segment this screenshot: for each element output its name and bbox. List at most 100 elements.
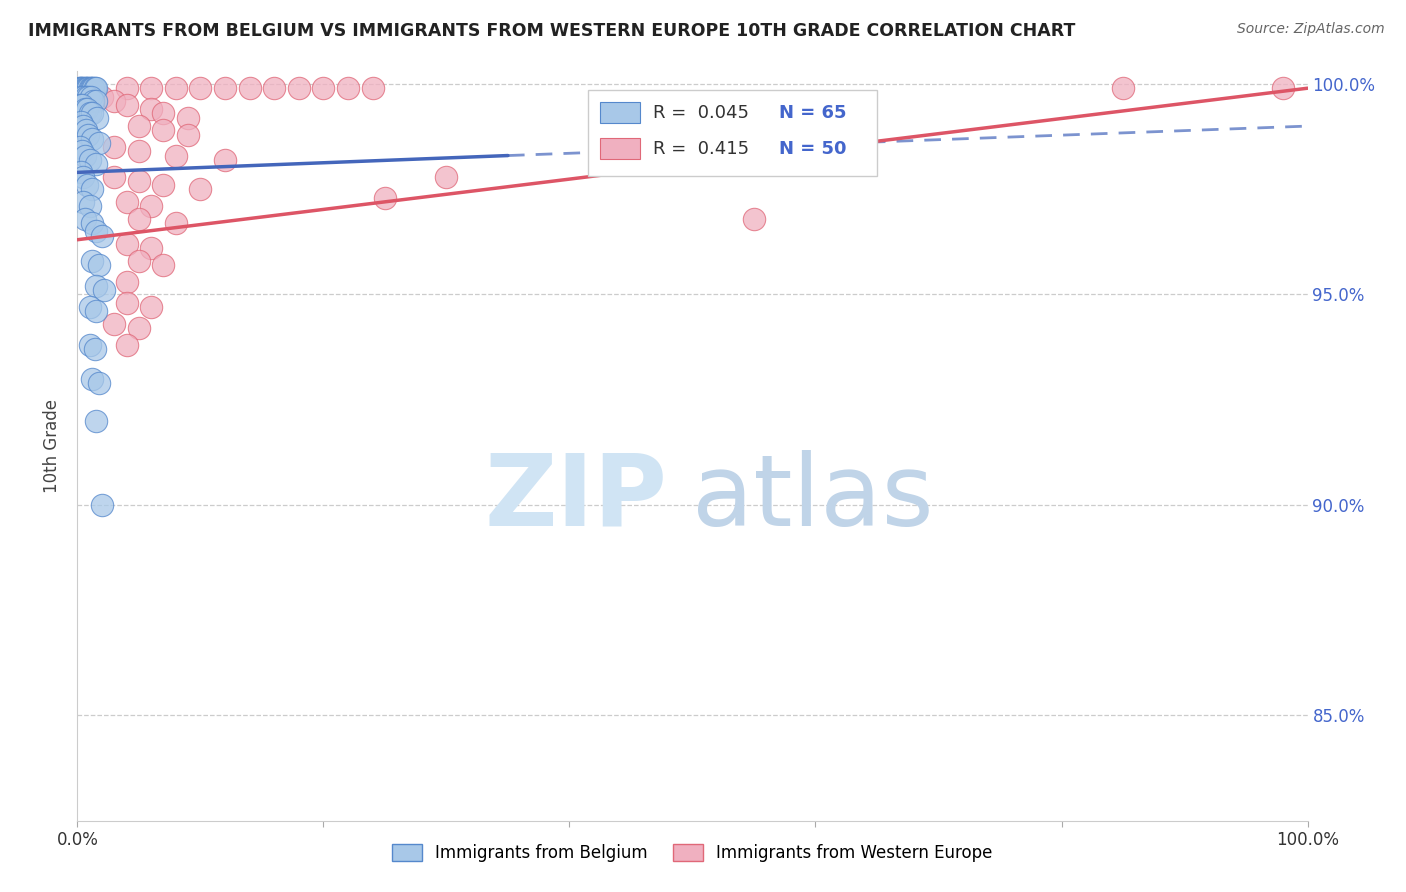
Point (70, 98, 93, 112)
Point (73, 148, 96, 162)
Point (69, 81, 91, 95)
Point (141, 300, 163, 314)
Text: N = 65: N = 65 (779, 103, 846, 121)
Point (70, 89, 93, 103)
Point (84, 414, 107, 428)
Point (69, 140, 91, 154)
Point (141, 102, 163, 116)
Point (79, 199, 101, 213)
Text: atlas: atlas (693, 450, 934, 547)
Point (70, 81, 93, 95)
Point (77, 89, 100, 103)
Point (115, 296, 138, 310)
Point (89, 376, 111, 390)
Point (82, 106, 104, 120)
Point (288, 81, 311, 95)
Point (75, 89, 97, 103)
Point (374, 191, 396, 205)
Point (69, 98, 91, 112)
Point (436, 169, 458, 184)
Point (128, 119, 150, 133)
Point (115, 194, 138, 209)
Text: R =  0.045: R = 0.045 (654, 103, 749, 121)
Point (152, 106, 174, 120)
Point (82, 132, 104, 146)
Text: Source: ZipAtlas.com: Source: ZipAtlas.com (1237, 22, 1385, 37)
Point (141, 199, 163, 213)
Text: R =  0.415: R = 0.415 (654, 139, 749, 158)
Point (141, 81, 163, 95)
Point (188, 81, 212, 95)
Text: IMMIGRANTS FROM BELGIUM VS IMMIGRANTS FROM WESTERN EUROPE 10TH GRADE CORRELATION: IMMIGRANTS FROM BELGIUM VS IMMIGRANTS FR… (28, 22, 1076, 40)
Point (361, 81, 384, 95)
Point (742, 211, 765, 226)
Point (84, 279, 107, 293)
Point (103, 94, 125, 108)
Point (115, 236, 138, 251)
Point (84, 81, 107, 95)
Point (76, 102, 98, 116)
Point (79, 338, 101, 352)
Point (82, 94, 104, 108)
Point (79, 300, 101, 314)
Point (188, 182, 212, 196)
Point (337, 81, 360, 95)
Point (79, 106, 101, 120)
Point (152, 178, 174, 192)
Point (1272, 81, 1295, 95)
Point (103, 169, 125, 184)
Point (177, 128, 200, 142)
Point (72, 81, 94, 95)
Point (165, 81, 187, 95)
Point (80, 89, 103, 103)
Point (115, 275, 138, 289)
Point (67, 81, 90, 95)
Point (73, 211, 96, 226)
Point (239, 81, 262, 95)
Point (103, 317, 125, 331)
Point (82, 253, 104, 268)
Point (177, 111, 200, 125)
Point (214, 153, 236, 167)
Point (80, 81, 103, 95)
Point (128, 211, 150, 226)
Point (82, 216, 104, 230)
Point (75, 123, 97, 137)
Point (263, 81, 285, 95)
Point (72, 169, 94, 184)
Point (89, 258, 111, 272)
Point (77, 81, 100, 95)
Point (82, 81, 104, 95)
Point (73, 81, 96, 95)
Point (1112, 81, 1135, 95)
Point (84, 157, 107, 171)
Point (115, 81, 138, 95)
Text: ZIP: ZIP (485, 450, 668, 547)
Point (312, 81, 335, 95)
Point (72, 89, 94, 103)
Point (84, 224, 107, 238)
Point (115, 338, 138, 352)
Point (82, 182, 104, 196)
Point (128, 145, 150, 159)
Legend: Immigrants from Belgium, Immigrants from Western Europe: Immigrants from Belgium, Immigrants from… (385, 837, 1000, 869)
Point (84, 94, 107, 108)
Point (90, 498, 114, 512)
Point (115, 98, 138, 112)
Point (165, 216, 187, 230)
Point (152, 123, 174, 137)
Point (70, 165, 93, 179)
Point (72, 194, 94, 209)
Point (77, 128, 100, 142)
Point (128, 253, 150, 268)
Point (70, 115, 93, 129)
Point (90, 89, 114, 103)
Point (89, 136, 111, 150)
Point (73, 102, 96, 116)
Point (152, 258, 174, 272)
Point (75, 81, 97, 95)
Point (165, 148, 187, 162)
Point (90, 228, 114, 243)
Point (84, 304, 107, 318)
Point (214, 81, 236, 95)
